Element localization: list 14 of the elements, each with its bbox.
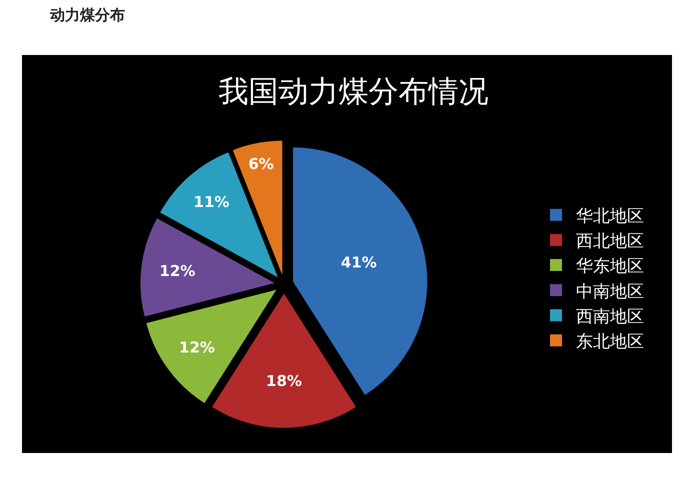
legend-label: 东北地区 bbox=[576, 332, 644, 352]
legend-label: 西南地区 bbox=[576, 306, 644, 327]
data-label: 12% bbox=[159, 262, 196, 280]
data-label: 41% bbox=[340, 254, 377, 272]
legend-label: 中南地区 bbox=[576, 282, 644, 302]
chart-title: 我国动力煤分布情况 bbox=[218, 74, 488, 110]
legend-label: 华东地区 bbox=[576, 256, 644, 277]
data-label: 11% bbox=[194, 192, 230, 211]
legend-label: 西北地区 bbox=[576, 232, 644, 252]
text: 动力煤分布 bbox=[50, 6, 125, 25]
data-label: 18% bbox=[266, 372, 302, 390]
data-label: 12% bbox=[179, 338, 215, 356]
data-label: 6% bbox=[248, 154, 274, 173]
legend-label: 华北地区 bbox=[576, 206, 644, 226]
